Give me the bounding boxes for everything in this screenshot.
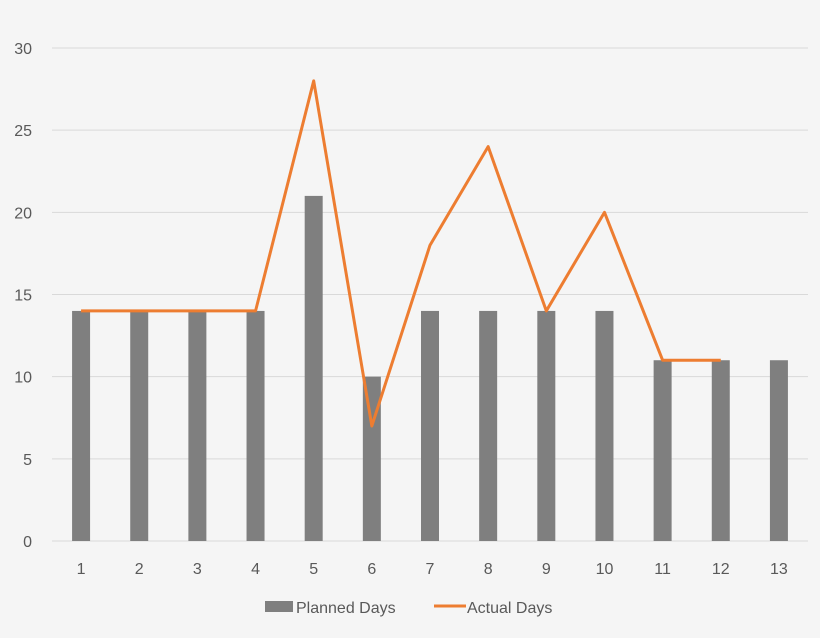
- bar: [188, 310, 207, 541]
- y-tick-label: 20: [14, 205, 32, 222]
- bar: [479, 310, 498, 541]
- x-tick-label: 11: [654, 561, 671, 578]
- y-tick-label: 15: [14, 288, 32, 305]
- y-tick-label: 5: [23, 452, 32, 469]
- x-tick-label: 8: [484, 561, 493, 578]
- x-tick-label: 7: [426, 561, 435, 578]
- actual-line: [81, 79, 721, 428]
- x-tick-label: 6: [367, 561, 376, 578]
- bar: [304, 195, 323, 541]
- legend-swatch-planned: [265, 601, 293, 612]
- bar: [72, 310, 91, 541]
- x-tick-label: 2: [135, 561, 144, 578]
- x-tick-label: 4: [251, 561, 260, 578]
- bar: [421, 310, 439, 541]
- bar: [711, 360, 730, 541]
- x-tick-label: 13: [770, 561, 788, 578]
- x-tick-label: 5: [309, 561, 318, 578]
- bar: [362, 376, 381, 541]
- legend: Planned Days Actual Days: [265, 600, 552, 617]
- actual-days-line: [81, 79, 721, 428]
- bar: [653, 360, 672, 541]
- x-tick-label: 9: [542, 561, 551, 578]
- x-tick-label: 1: [77, 561, 86, 578]
- x-tick-label: 12: [712, 561, 730, 578]
- bar: [130, 310, 149, 541]
- y-tick-label: 30: [14, 41, 32, 58]
- legend-label-actual: Actual Days: [467, 600, 552, 617]
- planned-days-bars: [72, 195, 788, 541]
- y-tick-label: 10: [14, 370, 32, 387]
- y-tick-label: 25: [14, 123, 32, 140]
- bar: [537, 310, 556, 541]
- bar: [595, 310, 614, 541]
- bar: [769, 360, 788, 541]
- y-axis-labels: 0 5 10 15 20 25 30: [14, 41, 32, 551]
- x-axis-labels: 1 2 3 4 5 6 7 8 9 10 11 12 13: [77, 561, 788, 578]
- y-tick-label: 0: [23, 534, 32, 551]
- bar: [246, 310, 265, 541]
- x-tick-label: 10: [596, 561, 614, 578]
- x-tick-label: 3: [193, 561, 202, 578]
- legend-label-planned: Planned Days: [296, 600, 396, 617]
